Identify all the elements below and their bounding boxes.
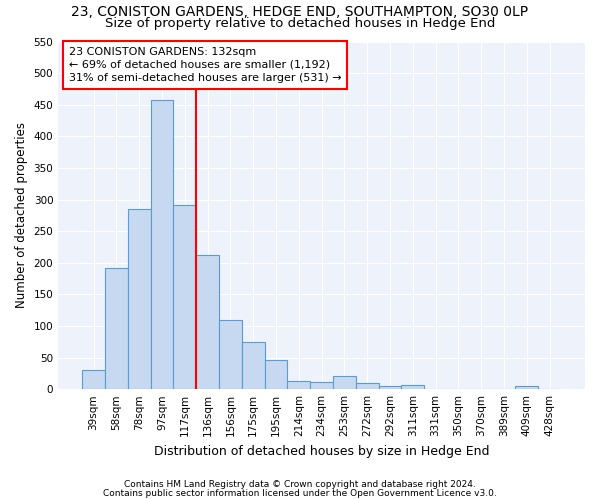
Bar <box>242 342 265 389</box>
Bar <box>128 209 151 389</box>
Bar <box>356 384 379 389</box>
Text: Contains public sector information licensed under the Open Government Licence v3: Contains public sector information licen… <box>103 488 497 498</box>
X-axis label: Distribution of detached houses by size in Hedge End: Distribution of detached houses by size … <box>154 444 490 458</box>
Bar <box>515 386 538 389</box>
Text: Contains HM Land Registry data © Crown copyright and database right 2024.: Contains HM Land Registry data © Crown c… <box>124 480 476 489</box>
Bar <box>151 100 173 389</box>
Bar <box>379 386 401 389</box>
Bar <box>82 370 105 389</box>
Text: 23 CONISTON GARDENS: 132sqm
← 69% of detached houses are smaller (1,192)
31% of : 23 CONISTON GARDENS: 132sqm ← 69% of det… <box>69 46 341 83</box>
Bar <box>219 320 242 389</box>
Text: Size of property relative to detached houses in Hedge End: Size of property relative to detached ho… <box>105 18 495 30</box>
Bar <box>401 386 424 389</box>
Bar <box>287 381 310 389</box>
Bar <box>105 268 128 389</box>
Y-axis label: Number of detached properties: Number of detached properties <box>15 122 28 308</box>
Bar <box>310 382 333 389</box>
Text: 23, CONISTON GARDENS, HEDGE END, SOUTHAMPTON, SO30 0LP: 23, CONISTON GARDENS, HEDGE END, SOUTHAM… <box>71 5 529 19</box>
Bar <box>196 254 219 389</box>
Bar <box>265 360 287 389</box>
Bar <box>333 376 356 389</box>
Bar <box>173 205 196 389</box>
